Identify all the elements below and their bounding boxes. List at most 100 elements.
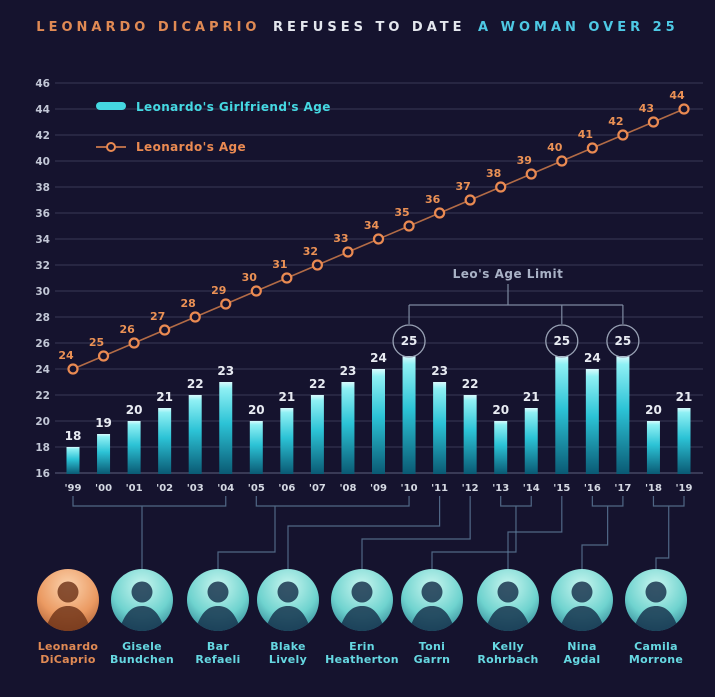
person-name-line1: Blake: [270, 640, 306, 653]
bar-01: [127, 421, 141, 474]
person-name: Toni Garrn: [390, 640, 474, 666]
person-name-line1: Kelly: [491, 640, 524, 653]
person-name-line1: Camila: [634, 640, 678, 653]
line-value-label: 39: [517, 154, 532, 167]
person-silhouette-icon: [633, 581, 679, 631]
title-part-orange: LEONARDO DICAPRIO: [36, 20, 261, 35]
bar-13: [494, 421, 508, 474]
person-silhouette-icon: [485, 581, 531, 631]
bar-value-label: 22: [187, 377, 204, 391]
bar-09: [372, 369, 385, 474]
bar-value-label: 20: [645, 403, 662, 417]
line-marker: [434, 207, 446, 219]
person-name-line2: Garrn: [413, 653, 451, 666]
line-value-label: 24: [58, 349, 74, 362]
person-camila-morrone: Camila Morrone: [614, 569, 698, 666]
portrait-gisele-photo: [111, 569, 173, 631]
y-axis-tick-label: 26: [35, 338, 50, 350]
x-axis-year-label: '03: [187, 483, 204, 494]
person-kelly-rohrbach: Kelly Rohrbach: [466, 569, 550, 666]
person-silhouette-icon: [119, 581, 165, 631]
line-marker: [281, 272, 293, 284]
person-name-line1: Toni: [418, 640, 446, 653]
connector-bar: [217, 496, 410, 569]
bar-15: [555, 356, 569, 474]
line-value-label: 43: [639, 102, 654, 115]
line-marker: [464, 194, 476, 206]
person-name-line2: Rohrbach: [477, 653, 539, 666]
connector-kelly: [507, 496, 563, 569]
bar-value-label: 24: [370, 351, 387, 365]
portrait-blake-photo: [257, 569, 319, 631]
person-name-line2: Morrone: [628, 653, 684, 666]
legend-line-marker: [106, 142, 116, 152]
line-marker: [403, 220, 415, 232]
line-marker: [586, 142, 598, 154]
bar-value-label: 23: [340, 364, 357, 378]
person-name-line2: Lively: [268, 653, 308, 666]
x-axis-year-label: '11: [431, 483, 448, 494]
legend-leo-label: Leonardo's Age: [136, 140, 246, 154]
y-axis-tick-label: 20: [35, 416, 50, 428]
x-axis-year-label: '12: [462, 483, 479, 494]
person-silhouette-icon: [45, 581, 91, 631]
line-marker: [556, 155, 568, 167]
age-limit-ring: [392, 324, 426, 358]
bar-99: [66, 447, 80, 474]
line-value-label: 41: [578, 128, 593, 141]
person-blake-lively: Blake Lively: [246, 569, 330, 666]
portrait-nina-photo: [551, 569, 613, 631]
line-marker: [647, 116, 660, 128]
age-limit-ring: [606, 324, 640, 358]
line-marker: [311, 259, 323, 271]
y-axis-tick-label: 42: [35, 130, 50, 142]
person-name-line1: Gisele: [122, 640, 162, 653]
person-name: Kelly Rohrbach: [466, 640, 550, 666]
person-name-line2: Refaeli: [195, 653, 241, 666]
line-marker: [495, 181, 507, 193]
y-axis-tick-label: 34: [35, 234, 50, 246]
bar-00: [97, 434, 111, 474]
person-silhouette-icon: [265, 581, 311, 631]
bar-02: [158, 408, 172, 474]
bar-value-label: 23: [431, 364, 448, 378]
person-toni-garrn: Toni Garrn: [390, 569, 474, 666]
line-value-label: 27: [150, 310, 165, 323]
person-name: Leonardo DiCaprio: [26, 640, 110, 666]
age-limit-ring: [545, 324, 579, 358]
bar-value-label: 20: [126, 403, 143, 417]
line-value-label: 32: [303, 245, 318, 258]
x-axis-year-label: '13: [492, 483, 509, 494]
portrait-bar-photo: [187, 569, 249, 631]
bar-value-label: 19: [95, 416, 112, 430]
x-axis-year-label: '00: [95, 483, 112, 494]
bar-12: [463, 395, 477, 474]
connector-erin: [361, 496, 471, 569]
legend-girlfriend-label: Leonardo's Girlfriend's Age: [136, 100, 331, 114]
person-name-line2: Agdal: [563, 653, 601, 666]
bar-value-label: 20: [248, 403, 265, 417]
person-bar-refaeli: Bar Refaeli: [176, 569, 260, 666]
age-chart: 16 18 20 22 24 26 28 30 32 34 36 38 40 42 44 46 Leo's Ag…: [35, 78, 703, 569]
portrait-camila-photo: [625, 569, 687, 631]
legend-bar-swatch: [96, 102, 126, 110]
bar-06: [280, 408, 294, 474]
line-marker: [525, 168, 537, 180]
person-name-line2: Bundchen: [110, 653, 174, 666]
connector-blake: [287, 496, 441, 569]
line-marker: [678, 103, 690, 115]
person-silhouette-icon: [409, 581, 455, 631]
bar-08: [341, 382, 355, 474]
person-leonardo-dicaprio: Leonardo DiCaprio: [26, 569, 110, 666]
bar-value-label: 24: [584, 351, 601, 365]
y-axis-tick-label: 46: [35, 78, 50, 90]
y-axis-tick-label: 44: [35, 104, 50, 116]
person-erin-heatherton: Erin Heatherton: [320, 569, 404, 666]
portrait-erin-photo: [331, 569, 393, 631]
line-value-label: 37: [455, 180, 470, 193]
portrait-kelly-photo: [477, 569, 539, 631]
person-name-line1: Leonardo: [37, 640, 99, 653]
x-axis-year-label: '14: [523, 483, 540, 494]
bar-value-label: 20: [492, 403, 509, 417]
